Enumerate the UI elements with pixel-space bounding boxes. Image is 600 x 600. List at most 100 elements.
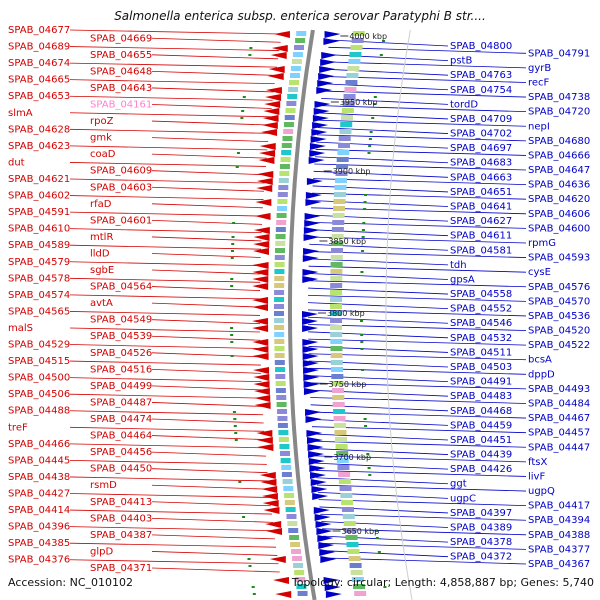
gene-label-right: SPAB_04763	[450, 70, 512, 81]
gene-label-left: SPAB_04438	[8, 472, 70, 483]
gene-connector-right	[312, 433, 449, 441]
gene-label-right: SPAB_04417	[528, 501, 590, 512]
gene-connector-left	[151, 186, 265, 192]
gene-category-box	[284, 115, 295, 120]
forward-gene-arrow	[252, 262, 269, 269]
gc-marker	[230, 257, 234, 259]
gene-category-box	[338, 479, 351, 484]
gene-label-right: ugpQ	[528, 486, 555, 497]
gene-category-box	[331, 381, 344, 386]
gene-category-box	[283, 486, 294, 491]
gene-label-left: SPAB_04427	[8, 489, 70, 500]
gc-marker	[382, 40, 386, 42]
gc-marker	[360, 271, 364, 273]
gene-category-box	[290, 542, 301, 547]
gene-label-left: SPAB_04488	[8, 406, 70, 417]
gc-marker	[373, 96, 377, 98]
gene-category-box	[330, 304, 343, 309]
gene-label-right: SPAB_04520	[528, 326, 590, 337]
gene-label-left: malS	[8, 323, 33, 334]
forward-gene-arrow	[261, 486, 278, 493]
gc-marker	[230, 285, 234, 287]
gene-category-box	[284, 500, 295, 505]
gc-marker	[363, 201, 367, 203]
gene-connector-right	[309, 236, 527, 244]
reverse-gene-arrow	[305, 416, 322, 423]
kbp-tick-label: 3700 kbp	[333, 453, 371, 462]
gene-category-box	[350, 570, 363, 575]
gene-label-left: avtA	[90, 298, 113, 309]
gene-label-right: SPAB_04697	[450, 143, 512, 154]
forward-gene-arrow	[261, 493, 278, 500]
gene-connector-right	[311, 418, 449, 426]
gene-label-right: SPAB_04483	[450, 391, 512, 402]
gene-label-right: SPAB_04680	[528, 136, 590, 147]
gene-connector-right	[309, 229, 449, 237]
forward-gene-arrow	[252, 283, 269, 290]
gene-category-box	[345, 80, 358, 85]
gc-marker	[360, 341, 364, 343]
gene-connector-left	[69, 443, 266, 449]
accession-text: Accession: NC_010102	[8, 576, 133, 589]
gc-marker	[248, 54, 252, 56]
forward-gene-arrow	[252, 339, 269, 346]
gene-connector-left	[69, 228, 262, 234]
gene-label-right: SPAB_04611	[450, 231, 512, 242]
gc-marker	[230, 355, 234, 357]
gene-label-right: SPAB_04389	[450, 523, 512, 534]
gene-connector-right	[311, 207, 527, 215]
reverse-gene-arrow	[324, 31, 341, 38]
gene-label-left: SPAB_04549	[90, 315, 152, 326]
gene-label-left: SPAB_04413	[90, 497, 152, 508]
kbp-tick-label: 3850 kbp	[328, 237, 366, 246]
forward-gene-arrow	[259, 150, 276, 157]
reverse-gene-arrow	[303, 248, 320, 255]
gc-marker	[367, 152, 371, 154]
forward-gene-arrow	[252, 248, 269, 255]
gene-label-left: SPAB_04603	[90, 182, 152, 193]
gene-connector-right	[325, 68, 449, 76]
gene-connector-right	[312, 192, 527, 200]
reverse-gene-arrow	[323, 38, 340, 45]
gene-connector-left	[151, 137, 269, 142]
gene-category-box	[340, 493, 353, 498]
gene-connector-left	[69, 509, 272, 515]
gene-category-box	[341, 108, 354, 113]
gene-label-left: SPAB_04403	[90, 513, 152, 524]
gene-label-right: ftsX	[528, 457, 547, 468]
gene-connector-right	[310, 221, 527, 229]
reverse-gene-arrow	[315, 521, 332, 528]
gene-category-box	[293, 563, 304, 568]
gene-connector-right	[307, 316, 449, 324]
reverse-gene-arrow	[305, 409, 322, 416]
gene-label-right: SPAB_04620	[528, 194, 590, 205]
reverse-gene-arrow	[312, 115, 329, 122]
gene-category-box	[289, 73, 300, 78]
gc-marker	[360, 348, 364, 350]
gene-category-box	[341, 500, 354, 505]
reverse-gene-arrow	[302, 318, 319, 325]
gc-marker	[231, 236, 235, 238]
genome-backbone	[288, 29, 413, 600]
reverse-gene-arrow	[318, 73, 335, 80]
gene-connector-left	[151, 517, 273, 523]
gene-label-left: SPAB_04665	[8, 75, 70, 86]
kbp-tick-label: 3900 kbp	[333, 167, 371, 176]
gc-marker	[241, 110, 245, 112]
gene-connector-left	[151, 368, 262, 374]
gene-category-box	[330, 269, 343, 274]
gc-marker	[252, 593, 256, 595]
gene-category-box	[330, 325, 343, 330]
gene-category-box	[331, 388, 344, 393]
gene-category-box	[330, 262, 343, 267]
gene-category-box	[277, 192, 288, 197]
gene-category-box	[275, 374, 286, 379]
gene-category-box	[351, 38, 364, 43]
gene-label-left: SPAB_04500	[8, 373, 70, 384]
forward-gene-arrow	[268, 66, 285, 73]
forward-gene-arrow	[254, 402, 271, 409]
reverse-gene-arrow	[317, 80, 334, 87]
gene-connector-left	[69, 46, 280, 51]
gene-connector-left	[151, 567, 280, 573]
gene-label-left: SPAB_04674	[8, 58, 70, 69]
